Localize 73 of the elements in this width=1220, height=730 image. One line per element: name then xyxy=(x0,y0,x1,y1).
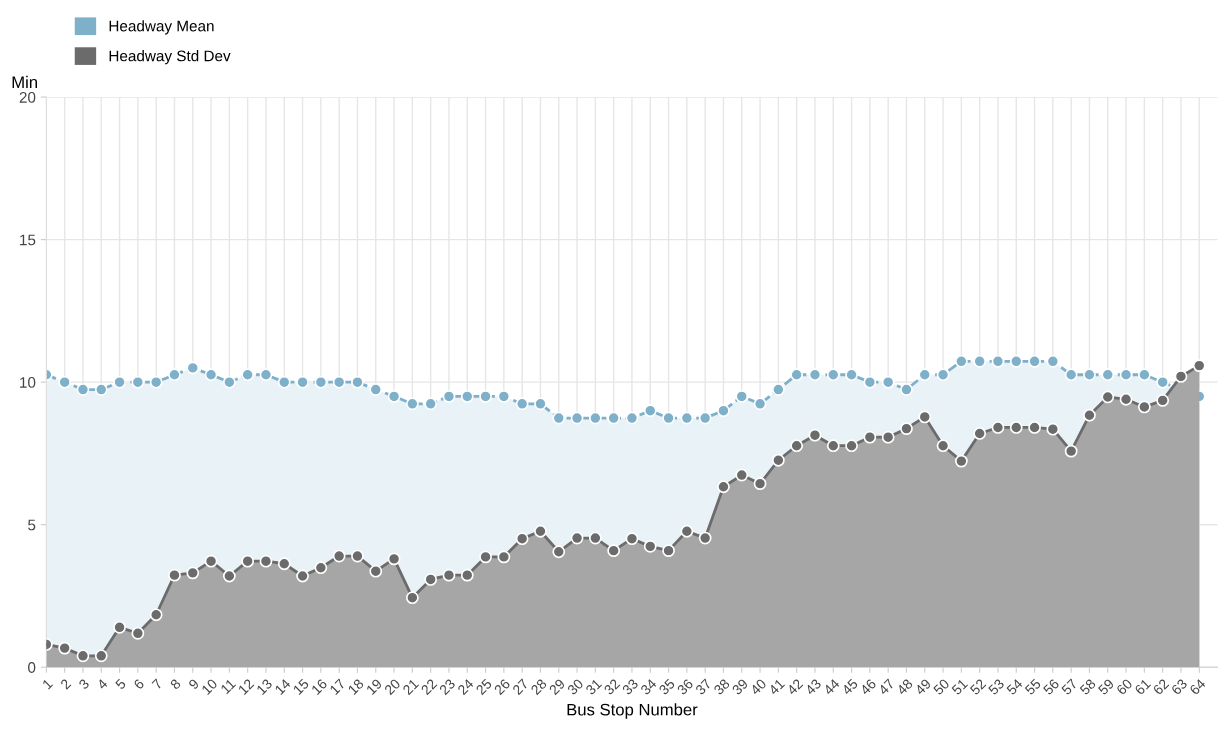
x-tick-label: 50 xyxy=(932,678,950,696)
x-tick-label: 2 xyxy=(59,678,72,690)
x-tick-label: 28 xyxy=(530,678,548,696)
x-tick-label: 14 xyxy=(274,678,292,695)
x-tick-label: 34 xyxy=(639,678,658,696)
x-tick-label: 48 xyxy=(896,678,914,696)
x-tick-label: 41 xyxy=(768,678,785,696)
x-tick-label: 31 xyxy=(585,678,603,696)
x-tick-label: 7 xyxy=(151,678,163,690)
x-tick-label: 37 xyxy=(694,678,712,696)
x-tick-label: 56 xyxy=(1042,678,1060,696)
x-tick-label: 26 xyxy=(493,678,511,696)
x-tick-label: 15 xyxy=(292,678,310,696)
x-tick-label: 5 xyxy=(114,678,127,690)
x-tick-label: 23 xyxy=(438,678,456,696)
x-tick-label: 25 xyxy=(475,678,493,696)
x-tick-label: 13 xyxy=(256,678,273,696)
y-tick-label: 10 xyxy=(20,377,36,388)
x-tick-label: 4 xyxy=(96,678,109,690)
x-tick-label: 19 xyxy=(365,678,383,696)
x-tick-label: 24 xyxy=(457,678,475,696)
x-tick-label: 36 xyxy=(676,678,694,696)
x-tick-label: 22 xyxy=(420,678,438,696)
y-tick-label: 20 xyxy=(19,91,36,103)
x-tick-label: 51 xyxy=(951,678,969,696)
x-tick-label: 33 xyxy=(621,678,639,696)
x-tick-label: 35 xyxy=(658,678,676,696)
x-tick-label: 60 xyxy=(1115,678,1133,696)
x-tick-label: 64 xyxy=(1189,678,1207,696)
x-tick-label: 44 xyxy=(822,678,841,696)
x-tick-label: 58 xyxy=(1079,678,1097,696)
x-tick-label: 30 xyxy=(566,678,584,696)
x-tick-label: 12 xyxy=(237,678,255,695)
x-tick-label: 20 xyxy=(383,678,401,696)
x-tick-label: 52 xyxy=(969,678,987,696)
x-tick-label: 42 xyxy=(786,678,804,696)
x-tick-label: 17 xyxy=(329,678,346,695)
y-axis-title: Min xyxy=(12,75,37,88)
x-tick-label: 40 xyxy=(749,678,767,696)
x-tick-label: 6 xyxy=(133,678,145,690)
x-tick-label: 59 xyxy=(1097,678,1115,696)
x-tick-label: 16 xyxy=(310,678,328,696)
x-tick-label: 9 xyxy=(188,678,200,690)
x-tick-label: 47 xyxy=(877,678,895,696)
x-tick-label: 29 xyxy=(548,678,566,696)
x-tick-label: 39 xyxy=(731,678,749,696)
x-tick-label: 8 xyxy=(169,678,182,690)
x-tick-label: 57 xyxy=(1060,678,1078,696)
x-tick-label: 43 xyxy=(804,678,822,696)
x-tick-label: 10 xyxy=(201,678,218,696)
x-tick-label: 62 xyxy=(1152,678,1170,696)
y-tick-label: 0 xyxy=(28,662,36,673)
legend-label: Headway Std Dev xyxy=(109,50,231,65)
x-tick-label: 27 xyxy=(511,678,529,696)
x-tick-label: 46 xyxy=(859,678,877,696)
x-tick-label: 63 xyxy=(1170,678,1188,696)
x-tick-label: 11 xyxy=(220,678,236,695)
x-tick-label: 49 xyxy=(914,678,932,696)
x-tick-label: 61 xyxy=(1134,678,1152,696)
y-tick-label: 5 xyxy=(28,519,36,531)
y-tick-label: 15 xyxy=(20,234,36,246)
x-tick-label: 21 xyxy=(402,678,419,696)
x-tick-label: 3 xyxy=(78,678,90,690)
x-axis-title: Bus Stop Number xyxy=(567,703,698,719)
x-tick-label: 55 xyxy=(1024,678,1042,696)
x-tick-label: 45 xyxy=(841,678,859,696)
x-tick-label: 1 xyxy=(42,678,53,690)
x-tick-label: 53 xyxy=(987,678,1005,696)
x-tick-label: 32 xyxy=(603,678,621,696)
x-tick-label: 54 xyxy=(1006,678,1024,696)
x-tick-label: 18 xyxy=(347,678,365,696)
x-tick-label: 38 xyxy=(713,678,731,696)
legend-label: Headway Mean xyxy=(109,20,214,35)
